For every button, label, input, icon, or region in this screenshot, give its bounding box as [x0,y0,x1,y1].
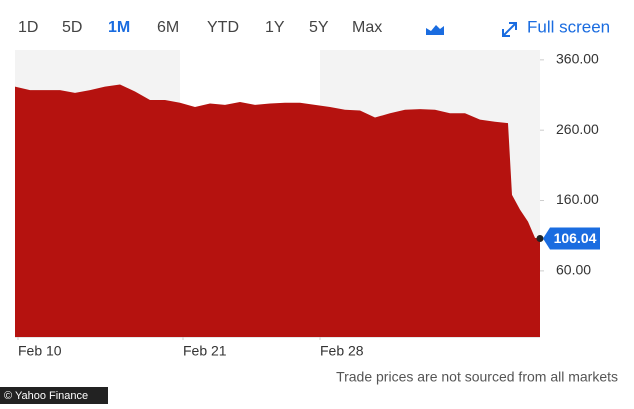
last-price-tag [543,227,600,250]
x-tick-label: Feb 28 [320,343,364,359]
range-button[interactable]: 1D [18,19,38,36]
x-tick-label: Feb 10 [18,343,62,359]
source-text: © Yahoo Finance [4,390,88,402]
y-tick-label: 360.00 [556,51,599,67]
price-area [15,84,540,337]
y-tick-label: 160.00 [556,191,599,207]
chart-type-icon[interactable] [426,25,444,35]
range-button[interactable]: 5D [62,19,82,36]
range-button[interactable]: YTD [207,19,239,36]
range-button[interactable]: 6M [157,19,179,36]
y-tick-label: 60.00 [556,262,591,278]
chart-type-glyph[interactable] [426,25,444,35]
fullscreen-icon[interactable] [502,22,517,37]
range-button[interactable]: Max [352,19,382,36]
last-price-label: 106.04 [554,230,597,246]
range-button[interactable]: 1Y [265,19,285,36]
source-badge [0,387,108,404]
x-tick-label: Feb 21 [183,343,227,359]
last-price-dot [536,234,544,242]
y-tick-label: 260.00 [556,121,599,137]
range-button[interactable]: 5Y [309,19,329,36]
fullscreen-glyph[interactable] [502,22,517,37]
fullscreen-button[interactable]: Full screen [527,17,610,36]
range-button[interactable]: 1M [108,19,130,36]
footer-note: Trade prices are not sourced from all ma… [336,369,618,385]
